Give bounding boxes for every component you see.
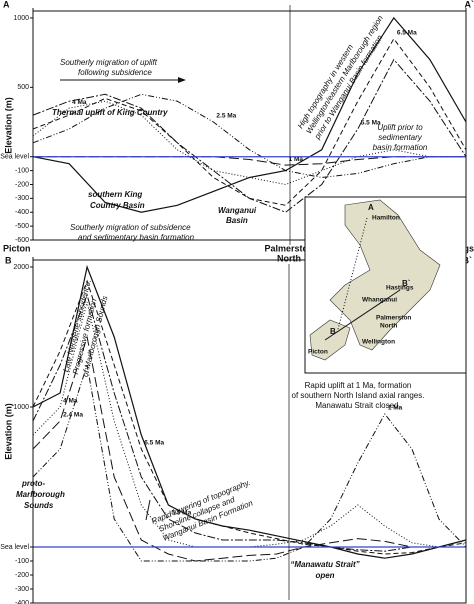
annotation: Rapid uplift at 1 Ma, formation xyxy=(305,381,412,390)
map-label: B xyxy=(330,327,336,336)
annotation: southern King xyxy=(88,190,142,199)
y-tick-label: Sea level xyxy=(0,544,29,551)
series-label: 4 Ma xyxy=(63,398,78,405)
map-label: A xyxy=(368,203,374,212)
y-tick-label: 500 xyxy=(17,84,29,91)
series-label: 5.5 Ma xyxy=(171,510,191,517)
series-label: 1 Ma xyxy=(289,156,304,163)
annotation: Sounds xyxy=(24,501,54,510)
y-tick-label: 1000 xyxy=(13,404,29,411)
arrow-head xyxy=(178,77,186,83)
y-tick-label: Sea level xyxy=(0,154,29,161)
y-tick-label: 2000 xyxy=(13,264,29,271)
annotation: “Manawatu Strait” xyxy=(290,560,359,569)
y-axis-label: Elevation (m) xyxy=(3,97,13,154)
y-tick-label: -400 xyxy=(15,600,29,604)
annotation: of southern North Island axial ranges. xyxy=(292,391,425,400)
x-category-label: A xyxy=(3,0,10,9)
section-b xyxy=(324,289,401,341)
annotation: and sedimentary basin formation xyxy=(78,233,195,242)
plot-frame xyxy=(32,10,467,241)
map-label: North xyxy=(380,323,397,330)
series-label: 6.5 Ma xyxy=(144,440,164,447)
map-label: Picton xyxy=(308,349,328,356)
profile-line xyxy=(32,37,467,206)
series-label: 5.5 Ma xyxy=(361,120,381,127)
profile-line xyxy=(32,16,467,213)
annotation: following subsidence xyxy=(78,68,152,77)
profile-line xyxy=(32,336,466,562)
annotation: Basin xyxy=(226,216,248,225)
y-tick-label: -100 xyxy=(15,167,29,174)
y-tick-label: -500 xyxy=(15,223,29,230)
map-label: Hamilton xyxy=(372,215,400,222)
y-tick-label: -200 xyxy=(15,572,29,579)
x-category-label: Picton xyxy=(3,243,31,253)
annotation: basin formation xyxy=(373,143,428,152)
x-category-label: A` xyxy=(465,0,474,9)
profile-line xyxy=(32,293,466,552)
series-label: 2.5 Ma xyxy=(216,113,236,120)
map-label: Wellington xyxy=(362,339,395,346)
land xyxy=(329,199,441,351)
annotation: Thermal uplift of King Country xyxy=(52,108,168,117)
location-label: North xyxy=(277,253,301,263)
series-label: 2.4 Ma xyxy=(63,412,83,419)
annotation: sedimentary xyxy=(378,133,423,142)
profile-line xyxy=(32,279,467,555)
y-tick-label: -300 xyxy=(15,195,29,202)
location-label: Palmerston xyxy=(264,243,313,253)
y-axis-label: Elevation (m) xyxy=(3,403,13,460)
arrow xyxy=(145,499,151,521)
series-label: 1 Ma xyxy=(388,405,403,412)
annotation: open xyxy=(315,571,334,580)
profile-line xyxy=(33,156,466,166)
annotation: Southerly migration of uplift xyxy=(60,58,158,67)
series-label: 4 Ma xyxy=(72,99,87,106)
section-a xyxy=(336,217,368,334)
y-tick-label: -300 xyxy=(15,586,29,593)
map-label: Hastings xyxy=(386,285,414,292)
y-tick-label: -200 xyxy=(15,181,29,188)
annotation: proto- xyxy=(21,479,45,488)
y-tick-label: 1000 xyxy=(13,15,29,22)
profile-line xyxy=(32,264,467,559)
inset-map: Hamilton Hastings B` Whanganui Palmersto… xyxy=(304,196,467,374)
y-tick-label: -600 xyxy=(15,237,29,244)
annotation: Marlborough xyxy=(16,490,65,499)
map-label: Whanganui xyxy=(362,297,397,304)
annotation: Manawatu Strait closed. xyxy=(315,401,400,410)
annotation: Wanganui xyxy=(218,206,257,215)
y-tick-label: -100 xyxy=(15,558,29,565)
annotation: Southerly migration of subsidence xyxy=(70,223,191,232)
annotation: Uplift prior to xyxy=(377,123,423,132)
profile-line xyxy=(32,93,466,179)
map-label: B` xyxy=(402,279,411,288)
map-label: Palmerston xyxy=(376,315,411,322)
annotation: Country Basin xyxy=(90,201,145,210)
y-tick-label: -400 xyxy=(15,209,29,216)
plot-frame xyxy=(32,259,467,604)
section-end-label: B xyxy=(5,255,12,265)
section-end-label: B` xyxy=(463,255,473,265)
